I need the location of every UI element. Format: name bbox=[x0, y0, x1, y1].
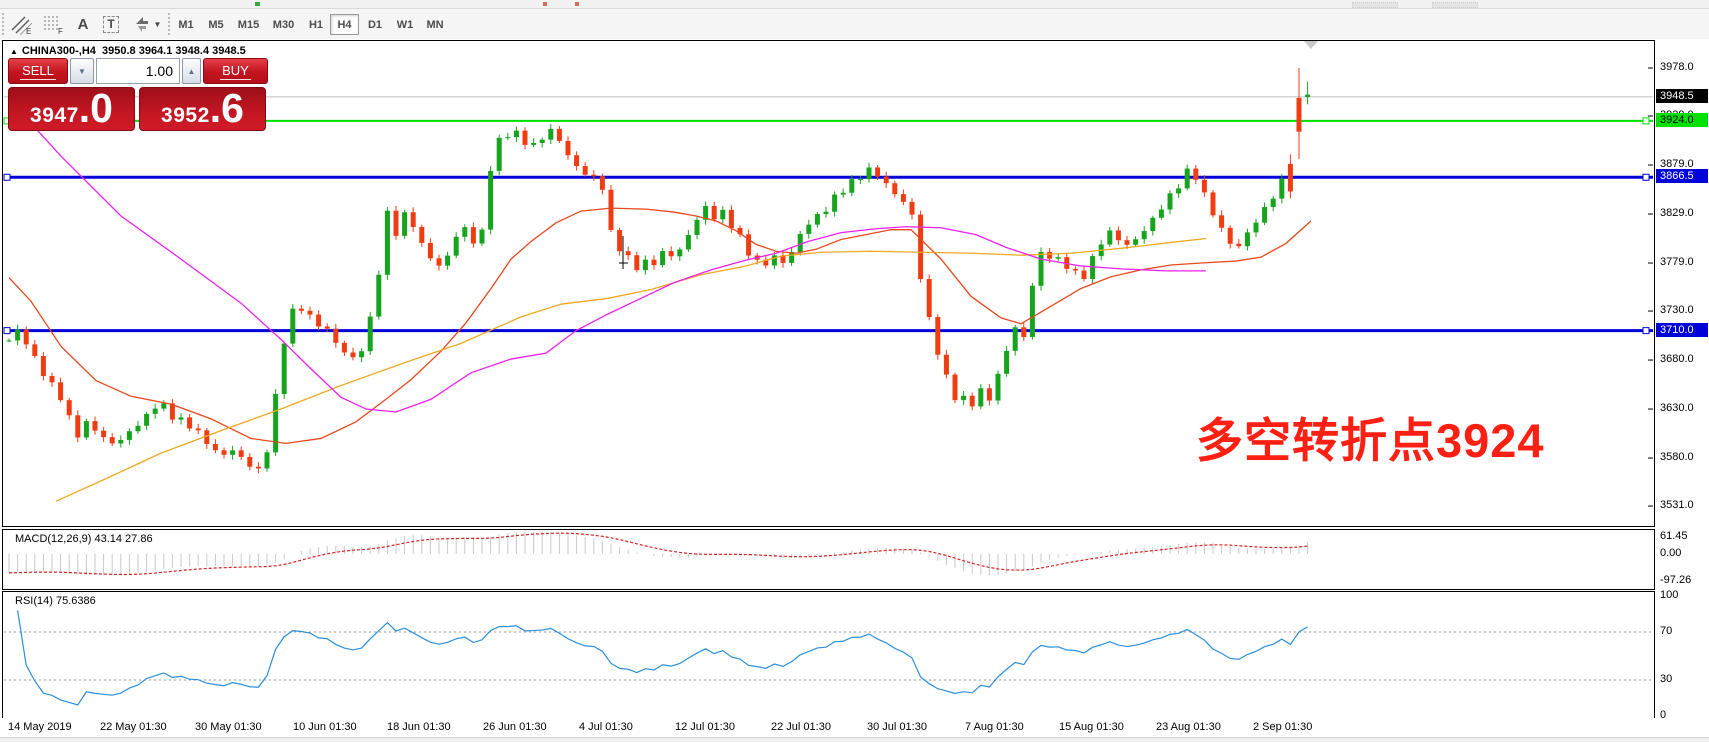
toolbar-grip[interactable] bbox=[2, 13, 7, 35]
moving-averages-group bbox=[8, 100, 1312, 502]
rsi-line bbox=[17, 610, 1308, 706]
price-axis-label: 3531.0 bbox=[1660, 499, 1694, 511]
ma-slow-line bbox=[10, 100, 1206, 413]
line-handle-icon bbox=[1642, 173, 1650, 181]
timeframe-button-m1[interactable]: M1 bbox=[178, 18, 194, 31]
macd-histogram-group bbox=[8, 532, 1309, 576]
macd-signal-line bbox=[8, 532, 1308, 576]
volume-input[interactable] bbox=[96, 58, 180, 84]
svg-text:F: F bbox=[58, 27, 63, 35]
svg-text:E: E bbox=[26, 27, 31, 35]
time-axis-label: 22 May 01:30 bbox=[100, 721, 167, 733]
scroll-end-marker-icon[interactable] bbox=[1304, 41, 1318, 49]
time-axis-label: 23 Aug 01:30 bbox=[1156, 721, 1221, 733]
candlestick-chart-canvas[interactable] bbox=[3, 41, 1654, 526]
price-axis-label: 3630.0 bbox=[1660, 402, 1694, 414]
rsi-axis-label: 70 bbox=[1660, 625, 1673, 637]
time-axis-label: 15 Aug 01:30 bbox=[1059, 721, 1124, 733]
collapse-triangle-icon[interactable]: ▲ bbox=[10, 47, 18, 56]
sell-quote-button[interactable]: 3947.0 bbox=[8, 87, 135, 131]
rsi-axis-label: 30 bbox=[1660, 673, 1673, 685]
rsi-label: RSI(14) 75.6386 bbox=[15, 595, 96, 607]
time-axis[interactable]: 14 May 2019 22 May 01:30 30 May 01:30 10 Ju… bbox=[2, 718, 1655, 737]
macd-axis-label: 0.00 bbox=[1660, 547, 1682, 559]
price-axis-label: 3779.0 bbox=[1660, 256, 1694, 268]
timeframe-button-h4[interactable]: H4 bbox=[330, 14, 359, 35]
timeframe-button-mn[interactable]: MN bbox=[426, 18, 444, 31]
macd-chart-canvas[interactable] bbox=[3, 530, 1654, 589]
blue-line-badge-lower: 3710.0 bbox=[1656, 323, 1708, 337]
price-axis-label: 3580.0 bbox=[1660, 451, 1694, 463]
rsi-axis-label: 100 bbox=[1660, 589, 1679, 601]
timeframe-button-m5[interactable]: M5 bbox=[208, 18, 224, 31]
price-axis-label: 3879.0 bbox=[1660, 158, 1694, 170]
time-axis-label: 26 Jun 01:30 bbox=[483, 721, 547, 733]
timeframe-button-m15[interactable]: M15 bbox=[237, 18, 260, 31]
ma-fast-line bbox=[8, 207, 1312, 444]
volume-decrease-button[interactable]: ▼ bbox=[70, 58, 94, 84]
time-axis-label: 30 Jul 01:30 bbox=[867, 721, 927, 733]
timeframe-button-h1[interactable]: H1 bbox=[308, 18, 324, 31]
time-axis-label: 22 Jul 01:30 bbox=[771, 721, 831, 733]
toolbar-grip[interactable] bbox=[168, 13, 173, 35]
toolbar-speck bbox=[255, 2, 260, 6]
text-icon[interactable]: T bbox=[98, 12, 124, 36]
clipped-toolbar-row bbox=[0, 0, 1709, 9]
fibonacci-retracement-icon[interactable]: F bbox=[40, 12, 68, 36]
equidistant-channel-icon[interactable]: E bbox=[8, 12, 36, 36]
one-click-trading-panel: SELL ▼ ▲ BUY 3947.0 3952.6 bbox=[8, 58, 268, 132]
rsi-indicator-panel[interactable]: RSI(14) 75.6386 bbox=[2, 591, 1655, 719]
toolbar-speck bbox=[1352, 2, 1398, 8]
text-label-icon[interactable]: A bbox=[77, 15, 89, 33]
arrows-dropdown-caret[interactable]: ▼ bbox=[153, 19, 162, 29]
time-axis-label: 10 Jun 01:30 bbox=[293, 721, 357, 733]
timeframe-button-d1[interactable]: D1 bbox=[367, 18, 383, 31]
blue-line-badge-upper: 3866.5 bbox=[1656, 169, 1708, 183]
price-axis-label: 3829.0 bbox=[1660, 207, 1694, 219]
current-price-badge: 3948.5 bbox=[1656, 89, 1708, 103]
time-axis-label: 7 Aug 01:30 bbox=[965, 721, 1024, 733]
price-axis[interactable]: 3978.03929.03879.03829.03779.03730.03680… bbox=[1656, 0, 1709, 742]
timeframe-button-m30[interactable]: M30 bbox=[272, 18, 295, 31]
time-axis-label: 14 May 2019 bbox=[8, 721, 72, 733]
green-line-badge: 3924.0 bbox=[1656, 113, 1708, 127]
toolbar-speck bbox=[575, 2, 579, 6]
price-axis-label: 3730.0 bbox=[1660, 304, 1694, 316]
time-axis-label: 30 May 01:30 bbox=[195, 721, 262, 733]
price-axis-label: 3978.0 bbox=[1660, 61, 1694, 73]
time-axis-label: 4 Jul 01:30 bbox=[579, 721, 633, 733]
price-axis-label: 3680.0 bbox=[1660, 353, 1694, 365]
macd-axis-label: -97.26 bbox=[1660, 574, 1692, 586]
buy-button[interactable]: BUY bbox=[203, 58, 268, 84]
price-chart-panel[interactable] bbox=[2, 40, 1655, 527]
toolbar-speck bbox=[1432, 2, 1478, 8]
window-bottom-edge bbox=[0, 737, 1709, 742]
line-handle-icon bbox=[3, 327, 11, 335]
timeframe-button-w1[interactable]: W1 bbox=[396, 18, 414, 31]
rsi-chart-canvas[interactable] bbox=[3, 592, 1654, 718]
chart-annotation-text[interactable]: 多空转折点3924 bbox=[1196, 414, 1545, 467]
macd-indicator-panel[interactable]: MACD(12,26,9) 43.14 27.86 bbox=[2, 529, 1655, 590]
horizontal-lines-group bbox=[4, 96, 1653, 333]
time-axis-label: 12 Jul 01:30 bbox=[675, 721, 735, 733]
line-handle-icon bbox=[3, 173, 11, 181]
sell-button[interactable]: SELL bbox=[8, 58, 68, 84]
macd-axis-label: 61.45 bbox=[1660, 530, 1688, 542]
drawing-and-timeframe-toolbar: E F A T ▼ M1 M5 M15 M30 H1 H4 D1 W1 MN bbox=[0, 9, 1709, 39]
arrows-icon[interactable]: ▼ bbox=[130, 12, 164, 36]
chart-title: ▲ CHINA300-,H4 3950.8 3964.1 3948.4 3948.… bbox=[10, 45, 246, 57]
time-axis-label: 2 Sep 01:30 bbox=[1253, 721, 1313, 733]
rsi-axis-label: 0 bbox=[1660, 709, 1667, 721]
volume-increase-button[interactable]: ▲ bbox=[182, 58, 201, 84]
toolbar-speck bbox=[543, 2, 547, 6]
time-axis-label: 18 Jun 01:30 bbox=[387, 721, 451, 733]
line-handle-icon bbox=[1642, 117, 1650, 125]
line-handle-icon bbox=[1642, 327, 1650, 335]
macd-label: MACD(12,26,9) 43.14 27.86 bbox=[15, 533, 153, 545]
buy-quote-button[interactable]: 3952.6 bbox=[139, 87, 266, 131]
ma-gold-line bbox=[55, 237, 1207, 502]
